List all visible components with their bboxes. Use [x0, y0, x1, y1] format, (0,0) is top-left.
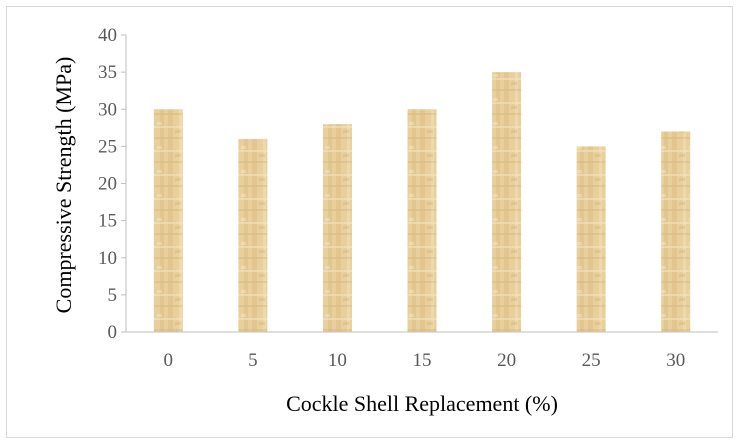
- y-tick-label: 40: [98, 25, 117, 46]
- y-tick-label: 10: [98, 248, 117, 269]
- y-axis-ticks: 0 5 10 15 20 25 30 35 40: [98, 25, 126, 343]
- x-axis-title: Cockle Shell Replacement (%): [286, 391, 558, 416]
- x-tick-label: 20: [497, 350, 516, 371]
- y-tick-label: 35: [98, 62, 117, 83]
- x-tick-label: 30: [666, 350, 685, 371]
- chart-frame: [6, 6, 733, 438]
- y-tick-label: 5: [108, 285, 118, 306]
- bar-0: [153, 109, 183, 332]
- x-axis-ticks: 0 5 10 15 20 25 30: [164, 350, 686, 371]
- bar-10: [322, 124, 352, 332]
- bar-15: [407, 109, 437, 332]
- x-tick-label: 0: [164, 350, 174, 371]
- bar-20: [492, 72, 522, 332]
- y-tick-label: 0: [108, 322, 118, 343]
- x-tick-label: 25: [582, 350, 601, 371]
- bar-30: [661, 131, 691, 332]
- bars: [153, 72, 691, 332]
- y-tick-label: 20: [98, 174, 117, 195]
- bar-25: [576, 146, 606, 332]
- x-tick-label: 10: [328, 350, 347, 371]
- y-tick-label: 15: [98, 211, 117, 232]
- y-tick-label: 25: [98, 136, 117, 157]
- x-tick-label: 5: [248, 350, 258, 371]
- x-tick-label: 15: [413, 350, 432, 371]
- y-axis-title: Compressive Strength (MPa): [51, 57, 76, 314]
- bar-5: [238, 138, 268, 332]
- y-tick-label: 30: [98, 99, 117, 120]
